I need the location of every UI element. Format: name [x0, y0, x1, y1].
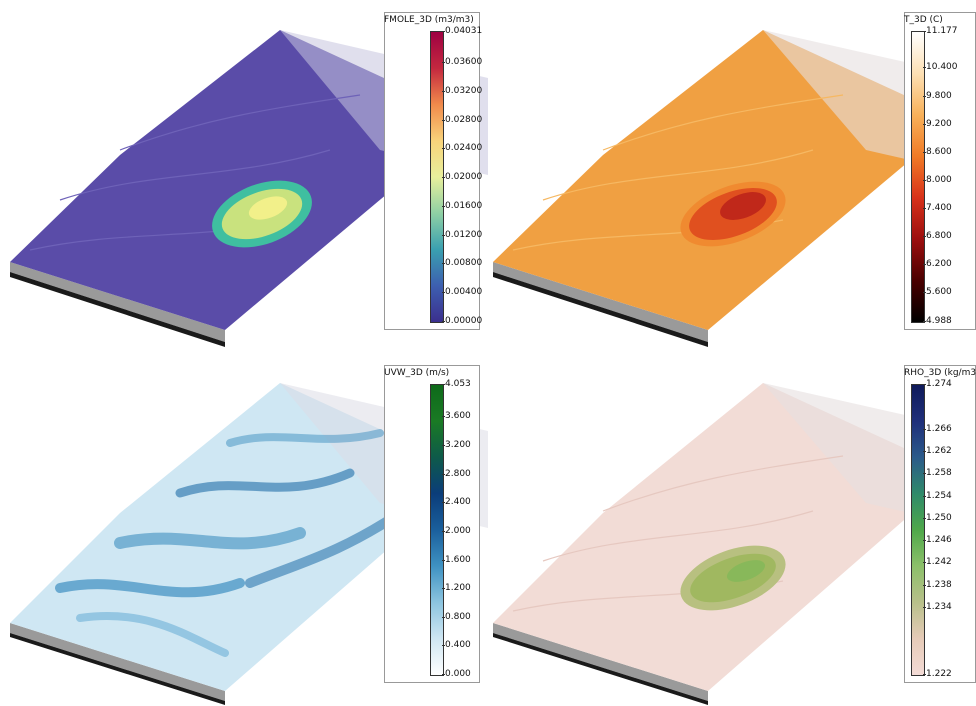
colorbar-tick-label: 6.800: [923, 231, 952, 242]
terrain-front-edge: [493, 633, 708, 705]
colorbar-tick-label: 0.03200: [441, 85, 483, 96]
panel-density: RHO_3D (kg/m3) 1.274 1.266 1.262 1.258 1.254…: [488, 353, 976, 706]
panel-temperature: T_3D (C) 11.177 10.400 9.800 9.200 8.600 8.00…: [488, 0, 976, 353]
plume-shape: [680, 181, 786, 247]
colorbar-tick-label: 7.400: [923, 202, 952, 213]
colorbar-tick-label: 9.800: [923, 90, 952, 101]
plume-shape: [212, 180, 312, 248]
colorbar-density: RHO_3D (kg/m3) 1.274 1.266 1.262 1.258 1.254…: [904, 365, 976, 683]
colorbar-title: RHO_3D (kg/m3): [904, 368, 976, 378]
colorbar-tick-label: 0.04031: [441, 26, 483, 36]
colorbar-tick-label: 0.02000: [441, 172, 483, 183]
colorbar-tick-label: 0.00000: [441, 316, 483, 326]
colorbar-tick-label: 6.200: [923, 259, 952, 270]
colorbar-tick-label: 0.800: [442, 611, 471, 622]
colorbar-tick-label: 1.274: [923, 379, 952, 389]
colorbar-tick-label: 0.01200: [441, 229, 483, 240]
colorbar-tick-label: 2.800: [442, 468, 471, 479]
colorbar-tick-label: 0.000: [442, 669, 471, 679]
colorbar-title: T_3D (C): [904, 15, 943, 25]
colorbar-tick-label: 1.238: [923, 579, 952, 590]
terrain-side-edge: [493, 262, 708, 342]
colorbar-tick-label: 0.01600: [441, 200, 483, 211]
colorbar-tick-label: 1.246: [923, 535, 952, 546]
colorbar-temperature: T_3D (C) 11.177 10.400 9.800 9.200 8.600 8.00…: [904, 12, 976, 330]
colorbar-tick-label: 1.600: [442, 554, 471, 565]
colorbar-tick-label: 0.400: [442, 640, 471, 651]
colorbar-gradient: [430, 31, 444, 323]
colorbar-title: FMOLE_3D (m3/m3): [384, 15, 474, 25]
colorbar-tick-label: 1.242: [923, 557, 952, 568]
colorbar-tick-label: 9.200: [923, 118, 952, 129]
colorbar-tick-label: 1.250: [923, 512, 952, 523]
colorbar-tick-label: 1.266: [923, 423, 952, 434]
colorbar-gradient: [430, 384, 444, 676]
terrain-surface-density: [493, 383, 976, 705]
colorbar-tick-label: 1.254: [923, 490, 952, 501]
colorbar-tick-label: 2.400: [442, 497, 471, 508]
colorbar-tick-label: 1.258: [923, 468, 952, 479]
colorbar-tick-label: 0.00400: [441, 287, 483, 298]
colorbar-tick-label: 8.600: [923, 146, 952, 157]
colorbar-tick-label: 4.053: [442, 379, 471, 389]
panel-velocity: UVW_3D (m/s) 4.053 3.600 3.200 2.800 2.400 2.…: [0, 353, 488, 706]
colorbar-tick-label: 10.400: [923, 62, 958, 73]
colorbar-tick-label: 1.200: [442, 583, 471, 594]
colorbar-gradient: [911, 384, 925, 676]
colorbar-tick-label: 11.177: [923, 26, 958, 36]
terrain-side-edge: [493, 623, 708, 701]
terrain-front-edge: [10, 633, 225, 705]
terrain-surface-temperature: [493, 30, 976, 347]
terrain-front-edge: [10, 272, 225, 347]
terrain-side-edge: [10, 262, 225, 342]
colorbar-tick-label: 3.600: [442, 411, 471, 422]
colorbar-gradient: [911, 31, 925, 323]
colorbar-tick-label: 3.200: [442, 440, 471, 451]
colorbar-tick-label: 0.02400: [441, 143, 483, 154]
colorbar-velocity: UVW_3D (m/s) 4.053 3.600 3.200 2.800 2.400 2.…: [384, 365, 480, 683]
colorbar-tick-label: 1.262: [923, 445, 952, 456]
panel-fmole: FMOLE_3D (m3/m3) 0.04031 0.03600 0.03200 0.…: [0, 0, 488, 353]
colorbar-tick-label: 0.00800: [441, 258, 483, 269]
colorbar-tick-label: 0.03600: [441, 57, 483, 67]
colorbar-tick-label: 1.234: [923, 602, 952, 613]
plume-shape: [680, 545, 786, 611]
colorbar-title: UVW_3D (m/s): [384, 368, 450, 378]
terrain-side-edge: [10, 623, 225, 701]
velocity-streaks: [55, 429, 405, 657]
colorbar-tick-label: 0.02800: [441, 114, 483, 125]
colorbar-tick-label: 2.000: [442, 525, 471, 536]
colorbar-tick-label: 1.222: [923, 669, 952, 679]
colorbar-tick-label: 5.600: [923, 287, 952, 298]
colorbar-fmole: FMOLE_3D (m3/m3) 0.04031 0.03600 0.03200 0.…: [384, 12, 483, 330]
terrain-front-edge: [493, 272, 708, 347]
colorbar-tick-label: 4.988: [923, 316, 952, 326]
colorbar-tick-label: 8.000: [923, 174, 952, 185]
